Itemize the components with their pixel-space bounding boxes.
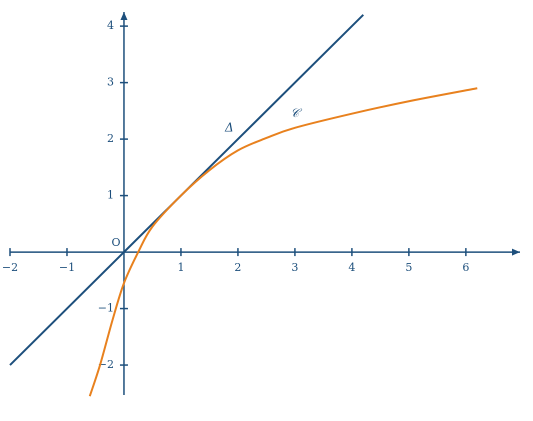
x-tick-label: 2 bbox=[234, 261, 241, 274]
x-axis-arrow bbox=[512, 248, 520, 256]
curve-label: 𝒞 bbox=[291, 106, 303, 120]
x-tick-label: 1 bbox=[177, 261, 184, 274]
x-tick-label: 6 bbox=[462, 261, 469, 274]
x-tick-label: 4 bbox=[348, 261, 355, 274]
x-tick-label: −1 bbox=[59, 261, 75, 274]
x-tick-label: 5 bbox=[405, 261, 412, 274]
x-tick-label: −2 bbox=[2, 261, 18, 274]
y-tick-label: 4 bbox=[107, 19, 114, 32]
y-tick-label: −1 bbox=[98, 302, 114, 315]
y-axis-arrow bbox=[120, 12, 128, 20]
curve bbox=[88, 87, 478, 397]
y-tick-label: 3 bbox=[107, 76, 114, 89]
y-tick-label: 1 bbox=[107, 189, 114, 202]
origin-label: O bbox=[111, 236, 120, 249]
curve-label: Δ bbox=[224, 120, 234, 134]
x-tick-label: 3 bbox=[291, 261, 298, 274]
y-tick-label: 2 bbox=[107, 132, 114, 145]
